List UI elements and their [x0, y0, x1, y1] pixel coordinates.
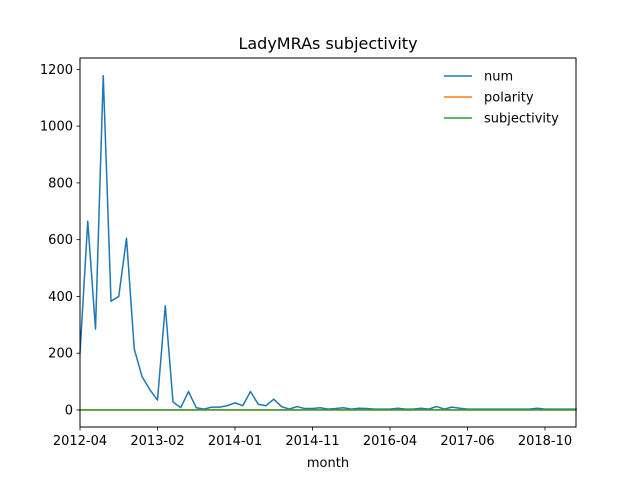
legend: num polarity subjectivity	[444, 70, 559, 127]
plot-frame	[79, 57, 577, 428]
x-tick-label: 2017-06	[440, 434, 494, 449]
x-tick-label: 2018-10	[518, 434, 572, 449]
y-tick-label: 600	[48, 233, 73, 248]
legend-label-num: num	[484, 70, 513, 85]
y-tick-label: 200	[48, 347, 73, 362]
y-tick-label: 0	[65, 403, 73, 418]
x-tick-label: 2016-04	[363, 434, 417, 449]
y-tick-label: 800	[48, 176, 73, 191]
x-tick-label: 2014-11	[285, 434, 339, 449]
legend-label-polarity: polarity	[484, 91, 534, 106]
x-axis: 2012-04 2013-02 2014-01 2014-11 2016-04 2017-…	[53, 427, 572, 449]
x-tick-label: 2012-04	[53, 434, 107, 449]
x-axis-label: month	[307, 456, 349, 471]
chart-title: LadyMRAs subjectivity	[238, 34, 417, 53]
series-group	[79, 74, 577, 411]
y-tick-label: 400	[48, 290, 73, 305]
y-tick-label: 1200	[40, 63, 73, 78]
x-tick-label: 2013-02	[130, 434, 184, 449]
y-axis: 0 200 400 600 800 1000 1200	[40, 63, 80, 418]
legend-label-subjectivity: subjectivity	[484, 112, 559, 127]
x-tick-label: 2014-01	[208, 434, 262, 449]
y-tick-label: 1000	[40, 120, 73, 135]
